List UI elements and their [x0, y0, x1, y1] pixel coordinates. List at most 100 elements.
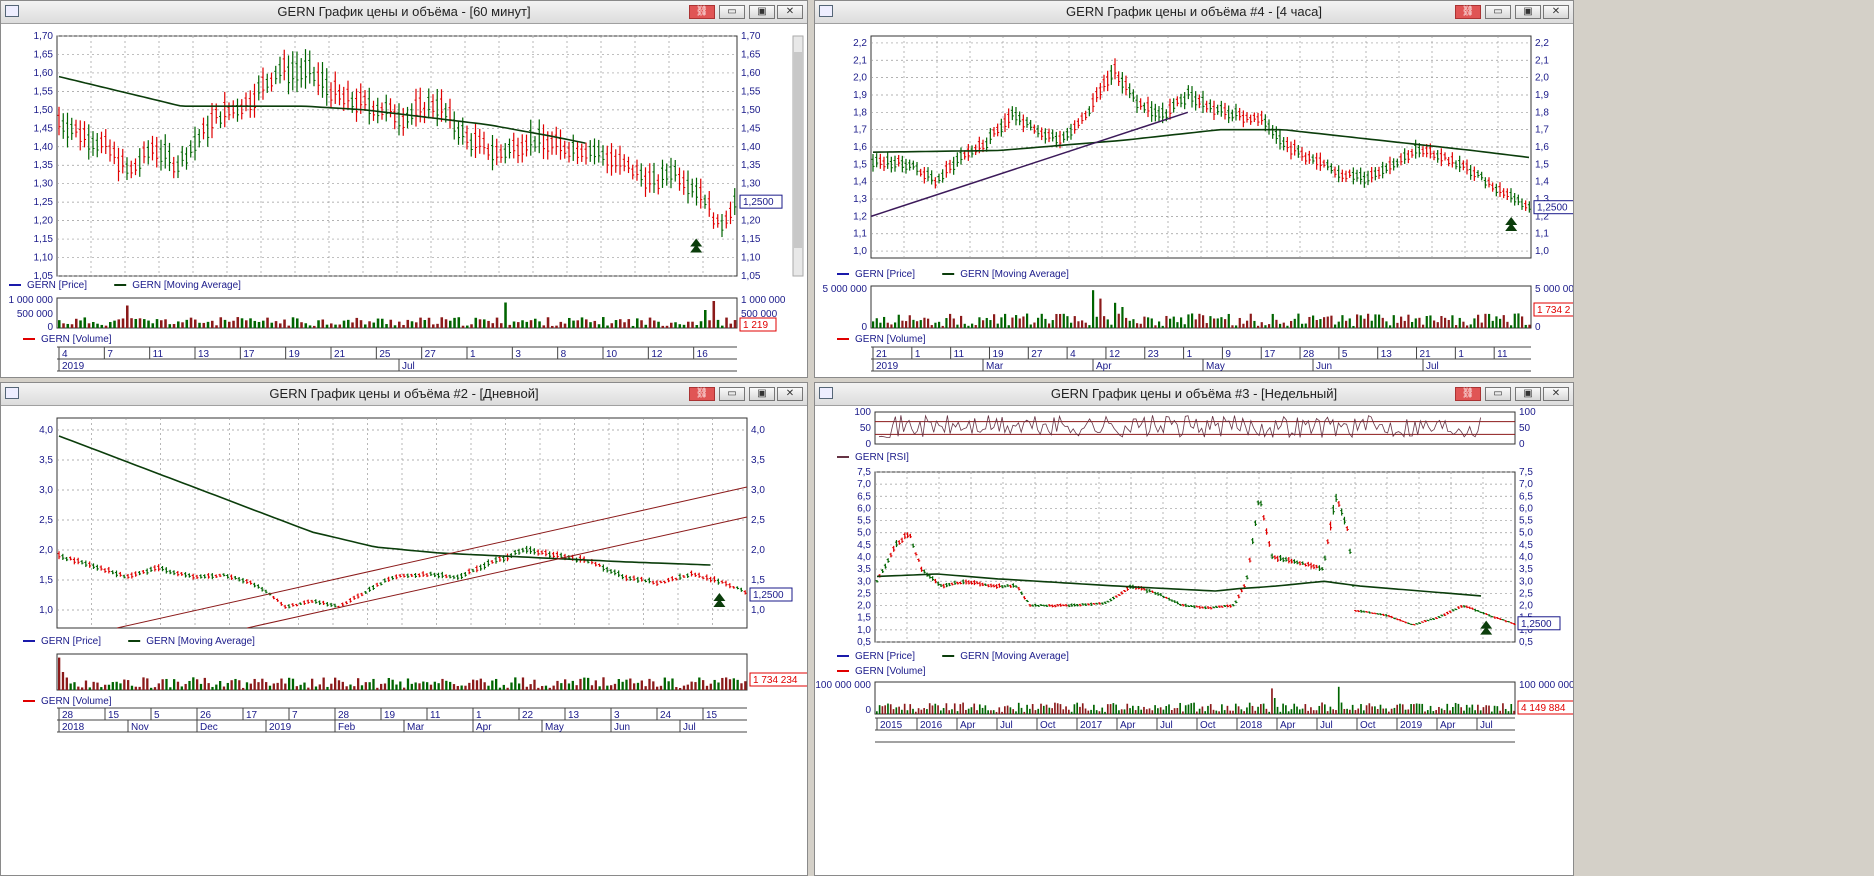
link-icon[interactable]: ⛓	[689, 387, 715, 401]
volume-bar	[1351, 704, 1354, 714]
chart-window-icon[interactable]	[819, 387, 833, 399]
y-tick-label: 5,5	[857, 516, 871, 527]
volume-bar	[1332, 709, 1335, 714]
volume-bar	[901, 320, 904, 328]
chart-window-icon[interactable]	[5, 387, 19, 399]
volume-bar	[245, 682, 249, 690]
volume-bar	[449, 681, 452, 690]
maximize-button[interactable]: ▣	[749, 5, 775, 19]
chart-window-weekly[interactable]: GERN График цены и объёма #3 - [Недельны…	[814, 382, 1574, 876]
volume-bar	[903, 703, 906, 714]
volume-bar	[314, 686, 318, 690]
volume-bar	[1381, 317, 1384, 328]
volume-bar	[1460, 707, 1463, 714]
volume-bar	[1157, 708, 1159, 714]
close-button[interactable]: ✕	[1543, 5, 1569, 19]
price-volume-chart[interactable]: 4,0 4,0 3,5 3,5 3,0 3,0 2,5 2,5 2,0 2,0 1,5 1,5 1,0 1…	[1, 406, 807, 876]
y-tick-label-right: 7,0	[1519, 479, 1533, 490]
y-tick-label-right: 3,0	[751, 485, 765, 496]
minimize-button[interactable]: ▭	[719, 387, 745, 401]
close-button[interactable]: ✕	[1543, 387, 1569, 401]
volume-bar	[1469, 324, 1472, 328]
link-icon[interactable]: ⛓	[1455, 387, 1481, 401]
link-icon[interactable]: ⛓	[689, 5, 715, 19]
chart-window-icon[interactable]	[819, 5, 833, 17]
maximize-button[interactable]: ▣	[1515, 387, 1541, 401]
volume-bar	[330, 683, 333, 690]
y-tick-label: 1,0	[857, 625, 871, 636]
volume-bar	[1312, 315, 1315, 328]
volume-bar	[1411, 321, 1414, 328]
volume-bar	[1493, 705, 1496, 714]
maximize-button[interactable]: ▣	[749, 387, 775, 401]
volume-bar	[1321, 702, 1323, 714]
y-tick-label-right: 5,5	[1519, 516, 1533, 527]
volume-bar	[1276, 706, 1279, 714]
volume-bar	[1031, 704, 1034, 714]
volume-bar	[173, 679, 176, 690]
volume-bar	[1106, 319, 1109, 328]
maximize-button[interactable]: ▣	[1515, 5, 1541, 19]
volume-bar	[1371, 706, 1373, 714]
minimize-button[interactable]: ▭	[1485, 5, 1511, 19]
chart-window-icon[interactable]	[5, 5, 19, 17]
volume-bar	[614, 320, 618, 328]
volume-bar	[1151, 710, 1154, 714]
title-bar[interactable]: GERN График цены и объёма #4 - [4 часа] …	[815, 1, 1573, 24]
buy-signal-arrow	[1480, 626, 1493, 635]
last-value-label: 1,2500	[753, 590, 784, 601]
time-label: 4	[62, 349, 68, 360]
legend-entry: GERN [Moving Average]	[960, 651, 1069, 662]
volume-bar	[238, 680, 241, 690]
volume-bar	[984, 705, 987, 714]
price-volume-chart[interactable]: 2,2 2,2 2,1 2,1 2,0 2,0 1,9 1,9 1,8 1,8 1,7 1,7 1,6 1…	[815, 24, 1573, 378]
volume-bar	[1337, 686, 1340, 714]
legend-entry: GERN [Volume]	[41, 334, 112, 345]
title-bar[interactable]: GERN График цены и объёма #3 - [Недельны…	[815, 383, 1573, 406]
chart-window-daily[interactable]: GERN График цены и объёма #2 - [Дневной]…	[0, 382, 808, 876]
volume-bar	[1474, 710, 1476, 714]
time-label: 15	[706, 710, 718, 721]
volume-bar	[1004, 706, 1006, 714]
volume-bar	[181, 322, 184, 328]
volume-bar	[568, 317, 571, 328]
volume-bar	[1132, 705, 1134, 714]
volume-bar	[1374, 314, 1377, 328]
volume-bar	[989, 320, 992, 328]
volume-bar	[262, 320, 265, 328]
volume-bar	[671, 678, 674, 690]
y-tick-label-right: 5,0	[1519, 528, 1533, 539]
volume-bar	[1435, 710, 1437, 714]
chart-window-4h[interactable]: GERN График цены и объёма #4 - [4 часа] …	[814, 0, 1574, 378]
volume-bar	[1485, 705, 1488, 714]
minimize-button[interactable]: ▭	[1485, 387, 1511, 401]
legend-entry: GERN [Price]	[27, 280, 87, 291]
volume-bar	[1362, 710, 1365, 714]
volume-bar	[349, 684, 352, 690]
time-label: 1	[915, 349, 921, 360]
volume-bar	[1182, 711, 1184, 714]
volume-bar	[389, 319, 393, 328]
volume-bar	[1357, 708, 1360, 714]
chart-window-60min[interactable]: GERN График цены и объёма - [60 минут] ⛓…	[0, 0, 808, 378]
price-volume-chart[interactable]: 1,70 1,70 1,65 1,65 1,60 1,60 1,55 1,55 1,50 1,50…	[1, 24, 807, 378]
volume-bar	[1455, 325, 1458, 328]
volume-bar	[521, 320, 524, 328]
volume-bar	[1335, 710, 1337, 714]
title-bar[interactable]: GERN График цены и объёма - [60 минут] ⛓…	[1, 1, 807, 24]
close-button[interactable]: ✕	[777, 5, 803, 19]
title-bar[interactable]: GERN График цены и объёма #2 - [Дневной]…	[1, 383, 807, 406]
volume-bar	[610, 323, 614, 328]
volume-bar	[1198, 313, 1201, 328]
close-button[interactable]: ✕	[777, 387, 803, 401]
volume-bar	[1346, 708, 1348, 714]
volume-bar	[563, 323, 567, 328]
minimize-button[interactable]: ▭	[719, 5, 745, 19]
link-icon[interactable]: ⛓	[1455, 5, 1481, 19]
volume-bar	[1466, 325, 1469, 328]
volume-bar	[468, 682, 471, 690]
volume-bar	[1265, 708, 1268, 714]
last-value-label: 1,2500	[1521, 619, 1552, 630]
volume-bar	[621, 681, 624, 690]
